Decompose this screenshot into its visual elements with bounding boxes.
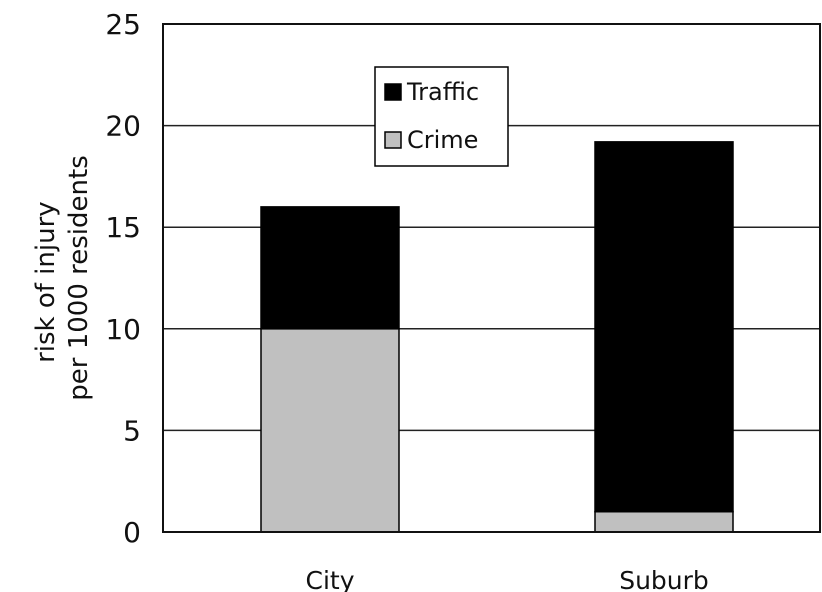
bar-segment-traffic-city <box>260 206 400 330</box>
y-tick-label: 0 <box>123 516 141 549</box>
legend-label-traffic: Traffic <box>406 78 479 106</box>
y-axis-title: risk of injury per 1000 residents <box>31 155 94 401</box>
legend-swatch-crime <box>384 131 402 149</box>
legend: Traffic Crime <box>374 66 509 167</box>
bar-segment-traffic-suburb <box>594 141 734 513</box>
x-category-label: Suburb <box>619 566 709 592</box>
y-tick-label: 10 <box>105 313 141 346</box>
legend-label-crime: Crime <box>407 126 478 154</box>
bar-segment-crime-city <box>260 328 400 533</box>
plot-area-frame <box>162 23 821 533</box>
y-tick-label: 5 <box>123 414 141 447</box>
bar-segment-crime-suburb <box>594 510 734 533</box>
x-axis-categories: City Suburb <box>306 566 709 592</box>
bar-group <box>260 141 734 533</box>
y-axis-title-line-1: risk of injury <box>31 201 61 363</box>
y-tick-label: 25 <box>105 8 141 41</box>
legend-swatch-traffic <box>384 83 402 101</box>
y-axis-ticks: 0 5 10 15 20 25 <box>105 8 141 549</box>
y-tick-label: 15 <box>105 211 141 244</box>
y-tick-label: 20 <box>105 110 141 143</box>
y-axis-title-line-2: per 1000 residents <box>64 155 94 401</box>
x-category-label: City <box>306 566 355 592</box>
